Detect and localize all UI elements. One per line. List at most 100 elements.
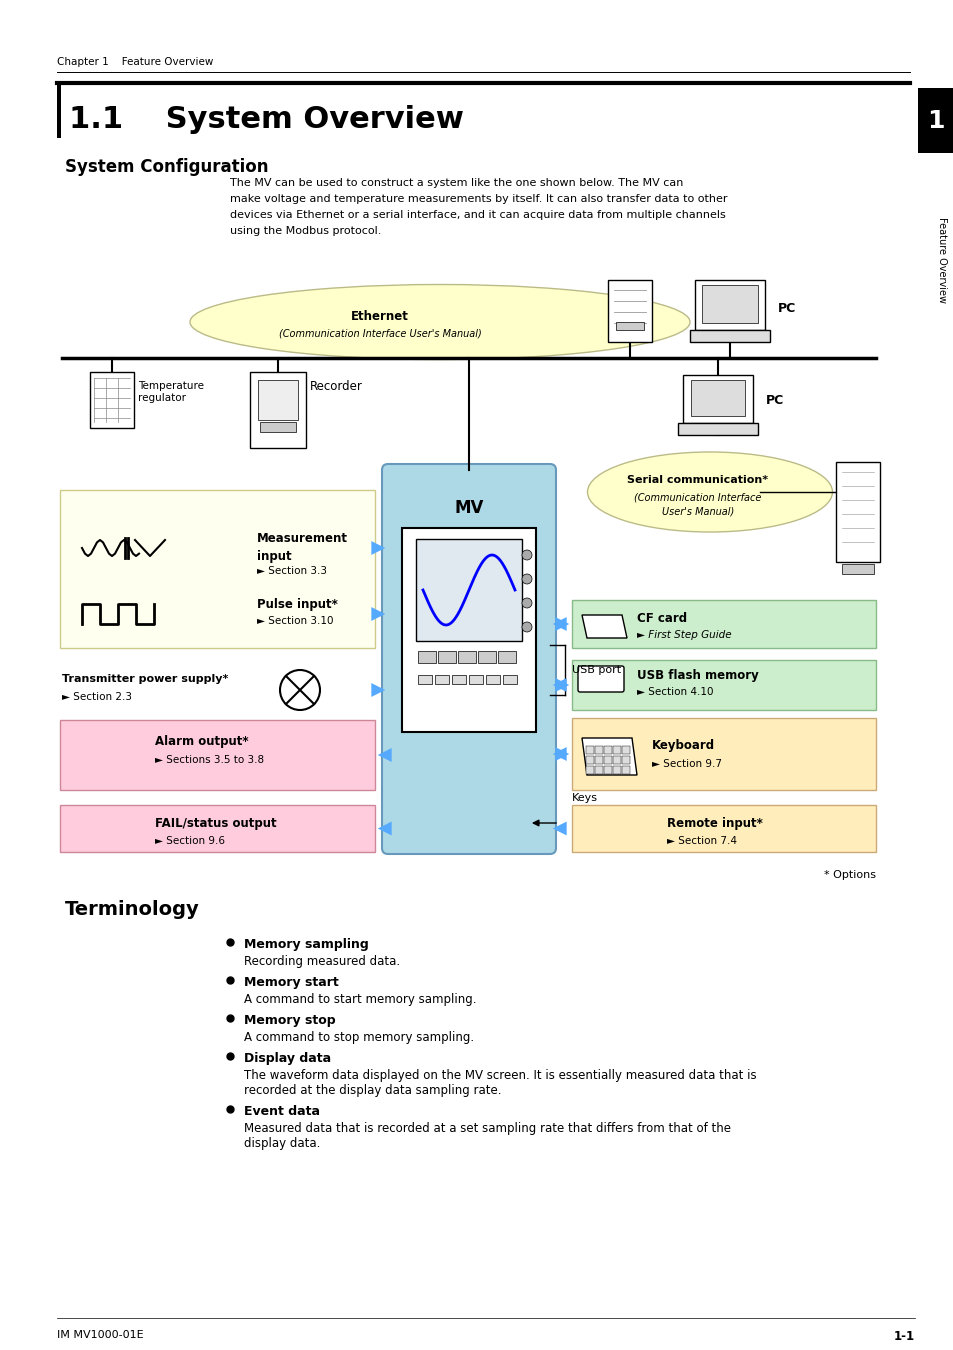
Text: Feature Overview: Feature Overview (936, 217, 946, 302)
Text: Memory sampling: Memory sampling (244, 938, 369, 950)
FancyBboxPatch shape (689, 329, 769, 342)
Circle shape (521, 574, 532, 585)
FancyBboxPatch shape (60, 720, 375, 790)
Text: MV: MV (454, 500, 483, 517)
FancyBboxPatch shape (622, 765, 630, 774)
FancyBboxPatch shape (572, 805, 875, 852)
FancyBboxPatch shape (622, 745, 630, 753)
FancyBboxPatch shape (452, 675, 466, 683)
Text: * Options: * Options (823, 869, 875, 880)
Circle shape (280, 670, 319, 710)
FancyBboxPatch shape (607, 279, 651, 342)
Circle shape (521, 549, 532, 560)
FancyBboxPatch shape (616, 323, 643, 329)
Text: PC: PC (765, 394, 783, 408)
Text: (Communication Interface: (Communication Interface (634, 493, 760, 504)
FancyBboxPatch shape (604, 745, 612, 753)
FancyBboxPatch shape (57, 82, 61, 138)
Text: ► Section 9.6: ► Section 9.6 (154, 836, 225, 846)
Text: Chapter 1    Feature Overview: Chapter 1 Feature Overview (57, 57, 213, 68)
Text: Alarm output*: Alarm output* (154, 736, 249, 748)
Polygon shape (581, 738, 637, 775)
FancyBboxPatch shape (457, 651, 476, 663)
Text: A command to start memory sampling.: A command to start memory sampling. (244, 994, 476, 1006)
FancyBboxPatch shape (695, 279, 764, 329)
FancyBboxPatch shape (586, 765, 594, 774)
FancyBboxPatch shape (469, 675, 483, 683)
Text: Remote input*: Remote input* (666, 817, 762, 829)
Text: using the Modbus protocol.: using the Modbus protocol. (230, 225, 381, 236)
FancyBboxPatch shape (60, 490, 375, 648)
Text: make voltage and temperature measurements by itself. It can also transfer data t: make voltage and temperature measurement… (230, 194, 727, 204)
FancyBboxPatch shape (835, 462, 879, 562)
Text: recorded at the display data sampling rate.: recorded at the display data sampling ra… (244, 1084, 501, 1098)
Ellipse shape (587, 452, 832, 532)
FancyBboxPatch shape (381, 464, 556, 855)
Circle shape (521, 598, 532, 608)
Text: Keyboard: Keyboard (651, 740, 715, 752)
Text: Event data: Event data (244, 1106, 319, 1118)
FancyBboxPatch shape (586, 756, 594, 764)
Text: USB port: USB port (572, 666, 620, 675)
Circle shape (521, 622, 532, 632)
Text: PC: PC (778, 301, 796, 315)
FancyBboxPatch shape (250, 373, 306, 448)
FancyBboxPatch shape (604, 765, 612, 774)
Text: Pulse input*: Pulse input* (256, 598, 337, 612)
FancyBboxPatch shape (435, 675, 449, 683)
FancyBboxPatch shape (678, 423, 758, 435)
FancyBboxPatch shape (503, 675, 517, 683)
FancyBboxPatch shape (260, 423, 295, 432)
Text: The waveform data displayed on the MV screen. It is essentially measured data th: The waveform data displayed on the MV sc… (244, 1069, 756, 1081)
Text: Recorder: Recorder (310, 379, 362, 393)
Text: Display data: Display data (244, 1052, 331, 1065)
Text: devices via Ethernet or a serial interface, and it can acquire data from multipl: devices via Ethernet or a serial interfa… (230, 211, 725, 220)
FancyBboxPatch shape (595, 765, 603, 774)
FancyBboxPatch shape (437, 651, 456, 663)
Text: Measurement: Measurement (256, 532, 348, 545)
FancyBboxPatch shape (416, 539, 521, 641)
Text: ► Section 9.7: ► Section 9.7 (651, 759, 721, 769)
FancyBboxPatch shape (613, 745, 620, 753)
FancyBboxPatch shape (701, 285, 758, 323)
FancyBboxPatch shape (417, 651, 436, 663)
Text: ► Section 4.10: ► Section 4.10 (637, 687, 713, 697)
Text: User's Manual): User's Manual) (661, 508, 734, 517)
FancyBboxPatch shape (486, 675, 500, 683)
Text: ► Section 2.3: ► Section 2.3 (62, 693, 132, 702)
Text: Ethernet: Ethernet (351, 310, 409, 324)
Text: ► Sections 3.5 to 3.8: ► Sections 3.5 to 3.8 (154, 755, 264, 765)
Text: ► Section 3.10: ► Section 3.10 (256, 616, 334, 626)
Text: 1-1: 1-1 (893, 1330, 914, 1343)
FancyBboxPatch shape (401, 528, 536, 732)
FancyBboxPatch shape (841, 564, 873, 574)
Text: Recording measured data.: Recording measured data. (244, 954, 399, 968)
FancyBboxPatch shape (604, 756, 612, 764)
FancyBboxPatch shape (477, 651, 496, 663)
Text: USB flash memory: USB flash memory (637, 668, 758, 682)
FancyBboxPatch shape (497, 651, 516, 663)
Text: Temperature
regulator: Temperature regulator (138, 381, 204, 402)
FancyBboxPatch shape (690, 379, 744, 416)
FancyBboxPatch shape (418, 675, 432, 683)
Text: Terminology: Terminology (65, 900, 199, 919)
Text: CF card: CF card (637, 612, 686, 625)
FancyBboxPatch shape (257, 379, 297, 420)
Text: (Communication Interface User's Manual): (Communication Interface User's Manual) (278, 329, 481, 339)
Text: ► First Step Guide: ► First Step Guide (637, 630, 731, 640)
FancyBboxPatch shape (90, 373, 133, 428)
Text: IM MV1000-01E: IM MV1000-01E (57, 1330, 144, 1341)
Text: Measured data that is recorded at a set sampling rate that differs from that of : Measured data that is recorded at a set … (244, 1122, 730, 1135)
Text: FAIL/status output: FAIL/status output (154, 817, 276, 829)
FancyBboxPatch shape (60, 805, 375, 852)
FancyBboxPatch shape (572, 599, 875, 648)
Text: A command to stop memory sampling.: A command to stop memory sampling. (244, 1031, 474, 1044)
Ellipse shape (190, 285, 689, 359)
FancyBboxPatch shape (595, 756, 603, 764)
Text: ► Section 7.4: ► Section 7.4 (666, 836, 737, 846)
Text: display data.: display data. (244, 1137, 320, 1150)
FancyBboxPatch shape (595, 745, 603, 753)
FancyBboxPatch shape (613, 756, 620, 764)
FancyBboxPatch shape (578, 666, 623, 693)
FancyBboxPatch shape (586, 745, 594, 753)
